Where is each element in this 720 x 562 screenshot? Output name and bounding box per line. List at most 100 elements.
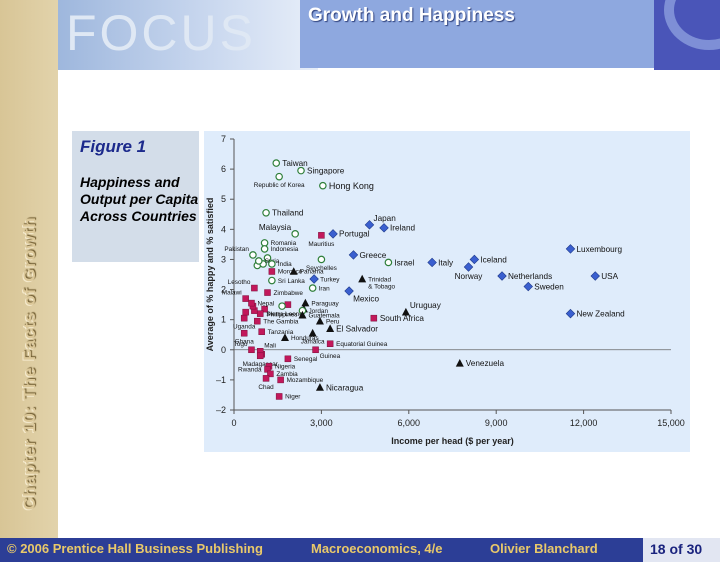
scatter-point bbox=[463, 262, 474, 272]
x-tick-label: 12,000 bbox=[570, 418, 598, 428]
scatter-point bbox=[284, 355, 292, 363]
scatter-point bbox=[277, 376, 284, 384]
point-label: Zambia bbox=[276, 371, 298, 378]
point-label: Equatorial Guinea bbox=[336, 341, 388, 348]
footer-bar: © 2006 Prentice Hall Business Publishing… bbox=[0, 538, 720, 562]
point-label: Honduras bbox=[291, 335, 319, 342]
point-label: Rwanda bbox=[238, 367, 262, 374]
scatter-point bbox=[268, 268, 276, 275]
scatter-point bbox=[317, 255, 326, 264]
scatter-point bbox=[264, 289, 271, 296]
scatter-point bbox=[254, 257, 263, 265]
scatter-chart: –2 –1 0 1 2 3 4 5 6 7 0 3,000 6,000 9,000 12,000 15,000… bbox=[205, 134, 685, 446]
slide-title: Growth and Happiness bbox=[308, 5, 515, 26]
scatter-point bbox=[249, 251, 257, 259]
point-label: Sri Lanka bbox=[278, 278, 305, 285]
y-tick-label: 6 bbox=[221, 164, 226, 174]
scatter-point bbox=[358, 274, 367, 283]
scatter-point bbox=[523, 281, 533, 292]
point-label: Sierra Leone bbox=[266, 311, 303, 318]
y-tick-label: 5 bbox=[221, 194, 226, 204]
y-tick-label: –1 bbox=[216, 375, 226, 385]
scatter-point bbox=[348, 250, 359, 260]
point-label: Zimbabwe bbox=[274, 290, 304, 297]
y-tick-label: 3 bbox=[221, 254, 226, 264]
point-label: Thailand bbox=[272, 209, 304, 218]
banner-decoration bbox=[654, 0, 720, 70]
scatter-point bbox=[240, 329, 248, 337]
scatter-point bbox=[301, 298, 310, 307]
point-label: Guatemala bbox=[308, 312, 340, 319]
point-label: Malawi bbox=[222, 290, 242, 297]
point-label: Hong Kong bbox=[329, 181, 374, 191]
point-label: Seychelles bbox=[306, 265, 337, 272]
scatter-point bbox=[297, 166, 305, 175]
point-label: Niger bbox=[285, 394, 301, 401]
point-label: Panama bbox=[300, 269, 324, 276]
point-label: Venezuela bbox=[466, 359, 505, 368]
point-label: Togo bbox=[234, 341, 248, 348]
scatter-point bbox=[248, 346, 255, 354]
scatter-point bbox=[240, 314, 248, 322]
scatter-point bbox=[364, 220, 375, 230]
point-label: Philippines bbox=[267, 312, 298, 319]
point-label: Iceland bbox=[480, 255, 507, 264]
scatter-point bbox=[309, 274, 319, 284]
page-number-box: 18 of 30 bbox=[643, 538, 720, 562]
scatter-point bbox=[280, 333, 289, 342]
point-label: Nicaragua bbox=[326, 383, 364, 392]
point-label: Jamaica bbox=[301, 339, 325, 346]
scatter-point bbox=[263, 254, 272, 262]
point-label: Iran bbox=[319, 285, 330, 292]
scatter-point bbox=[565, 244, 576, 254]
point-label: Lesotho bbox=[228, 279, 251, 286]
scatter-point bbox=[256, 310, 264, 317]
point-label: Tanzania bbox=[268, 329, 294, 336]
scatter-point bbox=[256, 352, 264, 360]
point-label: India bbox=[278, 261, 292, 268]
point-label: Chad bbox=[258, 384, 274, 391]
point-label: The Gambia bbox=[263, 318, 299, 325]
scatter-point bbox=[278, 302, 286, 310]
scatter-point bbox=[262, 208, 270, 217]
scatter-point bbox=[275, 172, 283, 181]
point-label: USA bbox=[601, 272, 618, 281]
point-label: South Africa bbox=[380, 314, 425, 323]
left-side-bar: Chapter 10: The Facts of Growth bbox=[0, 0, 58, 538]
scatter-point bbox=[248, 299, 255, 307]
scatter-point bbox=[268, 276, 276, 285]
scatter-point bbox=[251, 284, 258, 292]
point-label: Mali bbox=[264, 342, 276, 349]
y-tick-label: 1 bbox=[221, 315, 226, 325]
scatter-point bbox=[344, 286, 354, 296]
scatter-point bbox=[326, 324, 335, 332]
point-label: Ghana bbox=[235, 339, 255, 346]
scatter-point bbox=[427, 257, 437, 268]
focus-logo: FOCUS bbox=[66, 5, 256, 61]
point-label: Mexico bbox=[353, 294, 379, 303]
scatter-point bbox=[497, 271, 507, 281]
point-label: Italy bbox=[438, 258, 454, 267]
point-label: Jordan bbox=[308, 308, 328, 315]
point-label: Norway bbox=[455, 272, 484, 281]
point-label: Japan bbox=[373, 214, 396, 223]
scatter-point bbox=[315, 316, 324, 325]
scatter-point bbox=[379, 223, 389, 233]
point-label: Madagascar bbox=[243, 361, 279, 368]
point-label: Israel bbox=[394, 258, 414, 267]
scatter-point bbox=[291, 230, 299, 238]
point-label: Turkey bbox=[320, 276, 340, 283]
scatter-point bbox=[268, 260, 276, 268]
figure-label: Figure 1 bbox=[80, 137, 147, 156]
scatter-point bbox=[455, 359, 464, 367]
x-tick-label: 3,000 bbox=[310, 418, 333, 428]
scatter-point bbox=[384, 258, 393, 267]
scatter-point bbox=[262, 375, 270, 382]
footer-author: Olivier Blanchard bbox=[490, 541, 598, 556]
scatter-point bbox=[401, 307, 410, 316]
scatter-point bbox=[319, 181, 327, 190]
scatter-point bbox=[590, 271, 600, 281]
point-label: New Zealand bbox=[576, 310, 625, 319]
point-label: Uganda bbox=[233, 324, 256, 331]
point-label: Sweden bbox=[534, 282, 564, 291]
